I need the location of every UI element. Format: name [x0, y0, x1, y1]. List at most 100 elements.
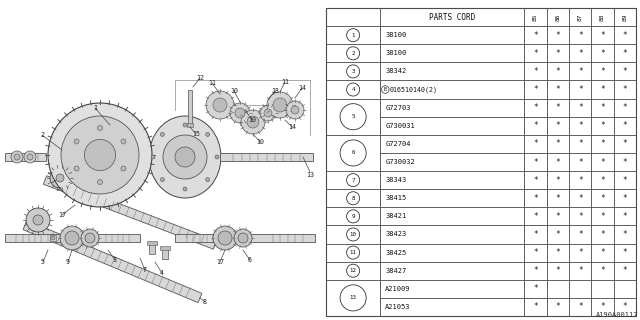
Bar — [380, 117, 524, 135]
Text: *: * — [600, 302, 605, 311]
Bar — [524, 189, 547, 207]
Text: *: * — [533, 266, 538, 275]
Bar — [591, 244, 614, 262]
Bar — [614, 244, 636, 262]
Bar — [547, 298, 569, 316]
Circle shape — [260, 105, 276, 121]
Bar — [591, 135, 614, 153]
Circle shape — [291, 106, 299, 114]
Text: *: * — [533, 140, 538, 148]
Text: PARTS CORD: PARTS CORD — [429, 12, 476, 21]
Circle shape — [340, 104, 366, 130]
Bar — [547, 80, 569, 99]
Text: 38425: 38425 — [385, 250, 406, 256]
Circle shape — [347, 47, 360, 60]
Text: *: * — [556, 49, 560, 58]
Text: 2: 2 — [351, 51, 355, 56]
Bar — [569, 99, 591, 117]
Circle shape — [230, 103, 250, 123]
Bar — [524, 8, 547, 26]
Text: 17: 17 — [216, 259, 224, 265]
Circle shape — [347, 173, 360, 187]
Bar — [380, 153, 524, 171]
Text: *: * — [623, 67, 627, 76]
Bar — [614, 189, 636, 207]
Bar — [524, 62, 547, 80]
Bar — [524, 153, 547, 171]
Bar — [591, 207, 614, 225]
Bar — [569, 280, 591, 298]
Circle shape — [213, 226, 237, 250]
Text: 1: 1 — [93, 105, 97, 111]
Text: A21053: A21053 — [385, 304, 411, 310]
Bar — [591, 225, 614, 244]
Text: *: * — [556, 157, 560, 166]
Text: *: * — [623, 49, 627, 58]
Text: 6: 6 — [248, 257, 252, 263]
Text: *: * — [600, 121, 605, 130]
Text: *: * — [623, 248, 627, 257]
Text: *: * — [533, 248, 538, 257]
Bar — [614, 44, 636, 62]
Circle shape — [347, 83, 360, 96]
Bar — [614, 280, 636, 298]
Bar — [524, 171, 547, 189]
Bar — [149, 242, 155, 254]
Text: *: * — [578, 85, 582, 94]
Text: *: * — [600, 140, 605, 148]
Text: 12: 12 — [196, 75, 204, 81]
Text: *: * — [556, 266, 560, 275]
Bar — [187, 123, 193, 127]
Bar — [614, 171, 636, 189]
Bar — [614, 26, 636, 44]
Bar — [524, 262, 547, 280]
Bar — [547, 244, 569, 262]
Text: 15: 15 — [192, 131, 200, 137]
Circle shape — [81, 229, 99, 247]
Text: *: * — [600, 67, 605, 76]
Bar — [614, 80, 636, 99]
Bar — [591, 280, 614, 298]
Bar — [524, 244, 547, 262]
Text: 38100: 38100 — [385, 50, 406, 56]
Bar — [614, 207, 636, 225]
Text: *: * — [556, 230, 560, 239]
Circle shape — [347, 65, 360, 78]
Text: 3: 3 — [113, 257, 117, 263]
Text: 10: 10 — [230, 88, 238, 94]
Circle shape — [215, 155, 219, 159]
Text: *: * — [556, 121, 560, 130]
Text: *: * — [533, 103, 538, 112]
Text: 016510140(2): 016510140(2) — [390, 86, 438, 93]
Text: *: * — [533, 194, 538, 203]
Bar — [326, 44, 380, 62]
Text: 12: 12 — [349, 268, 356, 273]
Bar — [569, 262, 591, 280]
Bar — [547, 26, 569, 44]
Text: G730032: G730032 — [385, 159, 415, 165]
Bar — [380, 44, 524, 62]
Text: B: B — [384, 87, 387, 92]
Bar — [547, 189, 569, 207]
Text: *: * — [556, 85, 560, 94]
Text: *: * — [600, 230, 605, 239]
Bar — [524, 225, 547, 244]
Bar — [614, 99, 636, 117]
Polygon shape — [23, 220, 202, 303]
Text: *: * — [533, 230, 538, 239]
Bar — [326, 244, 380, 262]
Bar — [569, 135, 591, 153]
Text: *: * — [578, 31, 582, 40]
Text: 8: 8 — [351, 196, 355, 201]
Circle shape — [213, 98, 227, 112]
Text: 4: 4 — [351, 87, 355, 92]
Bar — [380, 171, 524, 189]
Circle shape — [161, 132, 164, 136]
Text: 38415: 38415 — [385, 195, 406, 201]
Text: 14: 14 — [288, 124, 296, 130]
Text: 10: 10 — [349, 232, 356, 237]
Bar — [614, 117, 636, 135]
Bar — [614, 262, 636, 280]
Text: 10: 10 — [248, 117, 256, 123]
Bar — [547, 135, 569, 153]
